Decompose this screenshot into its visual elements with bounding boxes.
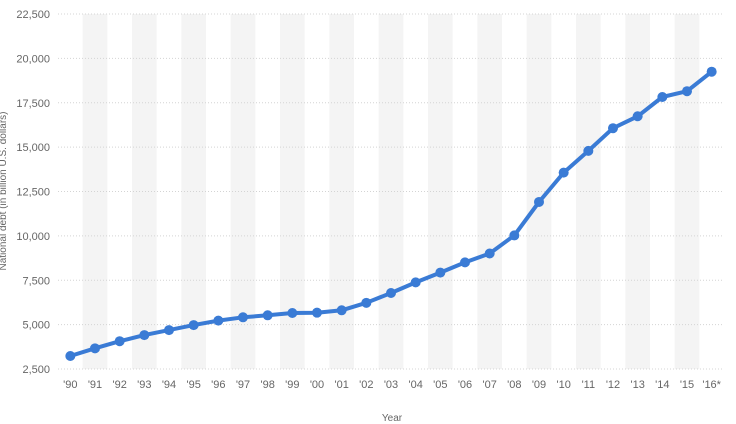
x-tick-label: '92: [112, 379, 126, 391]
data-point[interactable]: [509, 230, 520, 241]
y-tick-label: 5,000: [22, 320, 50, 332]
data-point[interactable]: [139, 330, 150, 341]
x-tick-label: '16*: [702, 379, 721, 391]
x-tick-label: '91: [88, 379, 102, 391]
x-tick-label: '15: [680, 379, 694, 391]
y-tick-label: 22,500: [16, 9, 50, 21]
x-tick-label: '90: [63, 379, 77, 391]
x-tick-label: '01: [334, 379, 348, 391]
data-point[interactable]: [238, 312, 248, 323]
x-tick-label: '93: [137, 379, 151, 391]
data-point[interactable]: [435, 267, 446, 278]
x-axis-title: Year: [382, 413, 403, 424]
x-tick-label: '04: [408, 379, 422, 391]
x-tick-label: '09: [532, 379, 546, 391]
data-point[interactable]: [188, 320, 199, 331]
column-band: [230, 14, 256, 369]
column-band: [132, 14, 157, 369]
data-point[interactable]: [164, 325, 174, 336]
data-point[interactable]: [65, 350, 76, 361]
y-tick-label: 15,000: [16, 142, 50, 154]
gridlines: [58, 13, 724, 370]
data-point[interactable]: [657, 91, 668, 102]
x-axis-ticks: '90 '91 '92 '93 '94 '95 '96 '97 '98 '99 '00 '01 '02 '…: [63, 379, 722, 391]
x-tick-label: '07: [482, 379, 496, 391]
x-tick-label: '03: [384, 379, 398, 391]
x-tick-label: '00: [310, 379, 324, 391]
x-tick-label: '14: [655, 379, 669, 391]
data-series: [65, 66, 717, 361]
data-point[interactable]: [484, 248, 495, 259]
data-point[interactable]: [90, 343, 100, 354]
data-point[interactable]: [213, 315, 224, 326]
y-tick-label: 12,500: [16, 187, 50, 199]
x-tick-label: '08: [507, 379, 521, 391]
data-point[interactable]: [386, 287, 396, 298]
y-axis-title: National debt (in billion U.S. dollars): [0, 112, 9, 271]
x-tick-label: '97: [236, 379, 250, 391]
data-point[interactable]: [632, 111, 643, 122]
data-point[interactable]: [706, 66, 717, 77]
data-point[interactable]: [460, 257, 470, 268]
x-tick-label: '95: [186, 379, 200, 391]
y-tick-label: 10,000: [16, 231, 50, 243]
x-tick-label: '05: [433, 379, 447, 391]
data-point[interactable]: [262, 310, 273, 321]
x-tick-label: '10: [556, 379, 570, 391]
x-tick-label: '11: [582, 379, 596, 391]
y-tick-label: 2,500: [22, 364, 50, 376]
column-band: [576, 14, 601, 369]
data-point[interactable]: [534, 196, 544, 207]
data-point[interactable]: [558, 167, 569, 178]
data-point[interactable]: [287, 307, 298, 318]
data-point[interactable]: [583, 145, 594, 156]
x-tick-label: '96: [211, 379, 225, 391]
x-tick-label: '94: [162, 379, 176, 391]
x-tick-label: '98: [260, 379, 274, 391]
data-point[interactable]: [682, 86, 692, 97]
x-tick-label: '06: [458, 379, 472, 391]
x-tick-label: '02: [359, 379, 373, 391]
y-axis-ticks: 2,500 5,000 7,500 10,000 12,500 15,000 17,500 2…: [16, 9, 50, 376]
x-tick-label: '12: [606, 379, 620, 391]
data-point[interactable]: [336, 305, 347, 316]
x-tick-label: '13: [630, 379, 644, 391]
y-tick-label: 17,500: [16, 98, 50, 110]
y-tick-label: 20,000: [16, 53, 50, 65]
x-tick-label: '99: [285, 379, 299, 391]
data-point[interactable]: [361, 297, 372, 308]
data-point[interactable]: [312, 307, 322, 318]
data-point[interactable]: [410, 277, 421, 288]
data-point[interactable]: [114, 336, 125, 347]
column-band: [329, 14, 354, 369]
y-tick-label: 7,500: [22, 275, 50, 287]
column-band: [674, 14, 700, 369]
data-point[interactable]: [608, 123, 618, 134]
